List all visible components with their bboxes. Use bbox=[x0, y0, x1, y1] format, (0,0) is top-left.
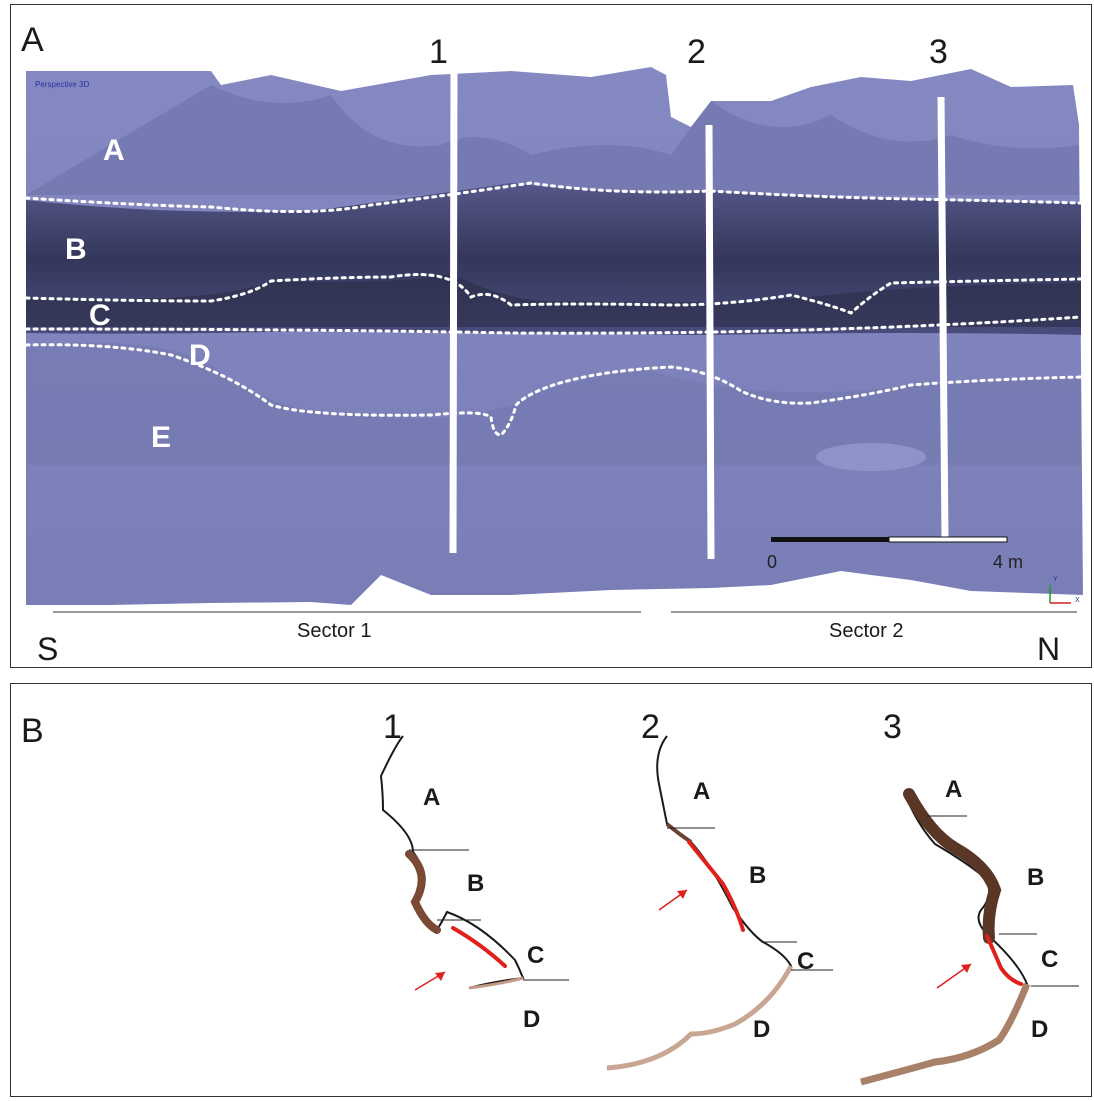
profile-1-label-b: B bbox=[467, 870, 485, 897]
layer-label-c: C bbox=[89, 299, 111, 332]
scale-start-label: 0 bbox=[767, 552, 778, 572]
axis-y-label: Y bbox=[1053, 576, 1058, 583]
viewport-label: Perspective 3D bbox=[35, 80, 90, 89]
profile-number-3: 3 bbox=[883, 708, 902, 746]
profile-number-1: 1 bbox=[383, 708, 402, 746]
transect-label-1: 1 bbox=[429, 33, 448, 71]
panel-a-3d-model: A bbox=[10, 4, 1092, 668]
layer-label-e: E bbox=[151, 421, 172, 454]
direction-south: S bbox=[37, 631, 59, 667]
profile-1-label-a: A bbox=[423, 784, 441, 811]
panel-a-letter: A bbox=[21, 21, 44, 59]
sector-2-label: Sector 2 bbox=[829, 620, 904, 642]
panel-b-profiles: B bbox=[10, 683, 1092, 1097]
scale-bar bbox=[771, 536, 1008, 543]
transect-lines bbox=[449, 66, 949, 560]
profile-3-label-c: C bbox=[1041, 946, 1059, 973]
layer-label-a: A bbox=[103, 134, 125, 167]
profile-3-label-b: B bbox=[1027, 864, 1045, 891]
profile-1-label-d: D bbox=[523, 1006, 541, 1033]
direction-north: N bbox=[1037, 631, 1061, 667]
profile-2-label-c: C bbox=[797, 948, 815, 975]
transect-label-3: 3 bbox=[929, 33, 948, 71]
profile-3-label-a: A bbox=[945, 776, 963, 803]
profile-3-label-d: D bbox=[1031, 1016, 1049, 1043]
profile-number-2: 2 bbox=[641, 708, 660, 746]
layer-boundaries bbox=[24, 181, 1083, 437]
profile-3-section bbox=[860, 788, 1079, 1086]
profile-1-section bbox=[379, 735, 569, 991]
scale-end-label: 4 m bbox=[993, 552, 1024, 572]
sector-1-label: Sector 1 bbox=[297, 620, 372, 642]
transect-label-2: 2 bbox=[687, 33, 706, 71]
surface-model-image bbox=[24, 66, 1083, 613]
profile-2-label-d: D bbox=[753, 1016, 771, 1043]
profile-1-label-c: C bbox=[527, 942, 545, 969]
axis-x-label: X bbox=[1075, 597, 1080, 604]
layer-label-d: D bbox=[189, 339, 211, 372]
profile-2-section bbox=[606, 735, 833, 1071]
axis-gizmo-icon bbox=[1049, 585, 1071, 604]
layer-label-b: B bbox=[65, 233, 87, 266]
profile-2-label-a: A bbox=[693, 778, 711, 805]
panel-b-letter: B bbox=[21, 712, 44, 750]
profiles-drawing bbox=[379, 735, 1079, 1086]
profile-2-label-b: B bbox=[749, 862, 767, 889]
